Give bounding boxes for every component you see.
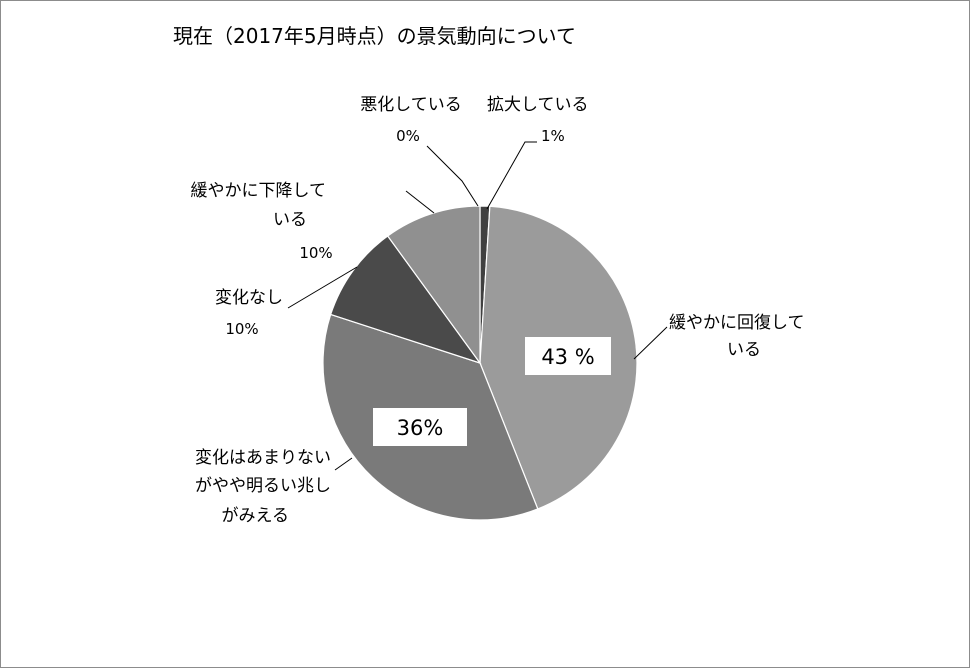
- slice-label-2-line-1: がやや明るい兆し: [195, 476, 331, 496]
- pie-slice-3: [329, 235, 482, 365]
- slice-label-4-line-0: 緩やかに下降して: [191, 181, 327, 201]
- leader-line-1: [633, 326, 668, 360]
- leader-line-3: [287, 266, 358, 309]
- leader-line-0: [486, 141, 537, 210]
- chart-title: 現在（2017年5月時点）の景気動向について: [173, 24, 576, 48]
- slice-label-0-line-0: 拡大している: [487, 95, 589, 115]
- slice-label-4-line-1: いる: [273, 210, 307, 230]
- value-label-4: 10%: [299, 244, 332, 262]
- slice-label-5-line-0: 悪化している: [360, 95, 462, 115]
- value-label-2: 36%: [397, 416, 444, 440]
- value-label-5: 0%: [396, 127, 420, 145]
- value-label-3: 10%: [225, 320, 258, 338]
- slice-label-3-line-0: 変化なし: [215, 288, 283, 308]
- leader-line-4: [405, 190, 435, 214]
- slice-label-1-line-0: 緩やかに回復して: [669, 313, 805, 333]
- leader-line-5: [426, 145, 479, 207]
- value-box-2: [373, 408, 467, 446]
- slice-label-2-line-0: 変化はあまりない: [195, 448, 331, 468]
- value-label-1: 43 %: [541, 345, 594, 369]
- leader-lines: [287, 141, 668, 471]
- slice-label-2-line-2: がみえる: [222, 506, 290, 526]
- leader-line-2: [334, 457, 353, 471]
- value-box-1: [525, 337, 611, 375]
- slice-label-1-line-1: いる: [727, 340, 761, 360]
- pie-slice-4: [386, 205, 481, 365]
- value-label-0: 1%: [541, 127, 565, 145]
